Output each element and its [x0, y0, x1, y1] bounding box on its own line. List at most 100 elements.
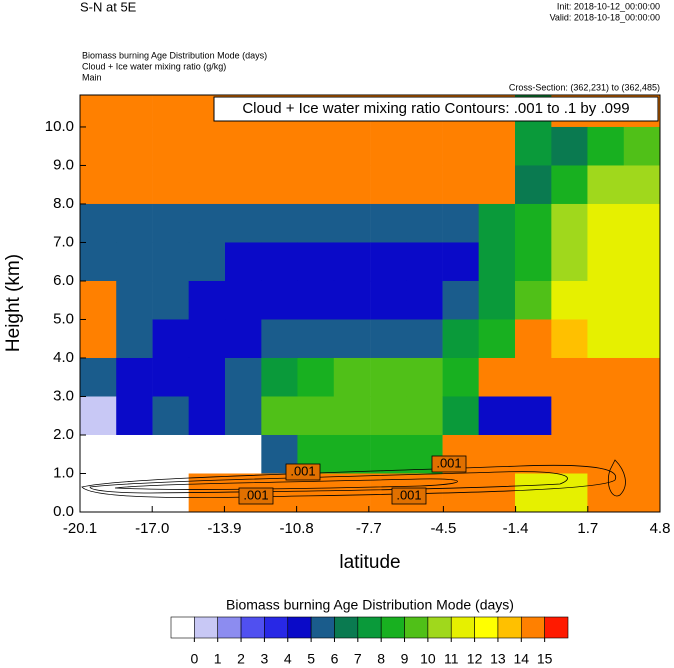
colorbar-box	[450, 616, 475, 639]
x-tick-label: -13.9	[207, 520, 241, 537]
field-cell	[515, 357, 552, 397]
y-tick-label: 6.0	[53, 272, 74, 289]
field-cell	[623, 280, 661, 320]
x-tick-label: 1.7	[577, 520, 598, 537]
contour-label-box	[431, 455, 467, 473]
field-cell	[225, 396, 262, 436]
field-cell	[623, 126, 661, 166]
y-tick-label: 3.0	[53, 387, 74, 404]
x-tick-label: -1.4	[503, 520, 529, 537]
field-cell	[152, 319, 190, 359]
field-cell	[188, 396, 226, 436]
field-cell	[152, 95, 190, 128]
y-tick-label: 1.0	[53, 464, 74, 481]
y-tick-label: 2.0	[53, 426, 74, 443]
colorbar-box	[520, 616, 545, 639]
field-cell	[515, 473, 552, 513]
colorbar-label: 13	[490, 651, 506, 667]
y-tick-label: 0.0	[53, 503, 74, 520]
colorbar-label: 6	[331, 651, 339, 667]
field-cell	[333, 242, 371, 282]
field-cell	[188, 357, 226, 397]
field-cell	[152, 203, 190, 243]
field-cell	[297, 357, 335, 397]
y-tick-label: 8.0	[53, 195, 74, 212]
valid-time: Valid: 2018-10-18_00:00:00	[550, 12, 660, 22]
field-cell	[587, 126, 625, 166]
field-cell	[80, 203, 117, 243]
colorbar-box	[287, 616, 312, 639]
field-cell	[515, 280, 552, 320]
field-cell	[478, 165, 516, 205]
field-cell	[587, 396, 625, 436]
x-tick-label: -17.0	[135, 520, 169, 537]
contour-label-box	[238, 487, 274, 505]
field-cell	[515, 242, 552, 282]
colorbar-box	[194, 616, 219, 639]
y-tick-label: 9.0	[53, 156, 74, 173]
field-cell	[478, 434, 516, 474]
field-cell	[515, 396, 552, 436]
field-cell	[152, 357, 190, 397]
field-cell	[188, 165, 226, 205]
colorbar: 0 1 2 3 4 5 6 7 8 9 10 11 12 13 14 15	[170, 616, 569, 667]
field-cell	[587, 165, 625, 205]
info-box	[213, 96, 659, 122]
chart-title: S-N at 5E	[80, 0, 137, 14]
field-cell	[261, 396, 298, 436]
field-cell	[297, 203, 335, 243]
x-tick-label: -10.8	[280, 520, 314, 537]
field-cell	[478, 357, 516, 397]
field-cell	[116, 126, 153, 166]
field-cell	[152, 434, 190, 474]
field-cell	[551, 357, 588, 397]
field-cell	[261, 280, 298, 320]
colorbar-label: 1	[214, 651, 222, 667]
colorbar-label: 2	[237, 651, 245, 667]
field-cell	[478, 319, 516, 359]
field-cell	[261, 357, 298, 397]
field-cell	[406, 357, 443, 397]
init-time: Init: 2018-10-12_00:00:00	[557, 1, 660, 11]
field-cell	[623, 319, 661, 359]
field-cell	[478, 242, 516, 282]
field-cell	[225, 203, 262, 243]
field-cell	[406, 242, 443, 282]
field-cell	[333, 396, 371, 436]
field-cell	[261, 126, 298, 166]
colorbar-box	[497, 616, 522, 639]
field-cell	[406, 165, 443, 205]
colorbar-title: Biomass burning Age Distribution Mode (d…	[226, 597, 514, 613]
field-cell	[587, 473, 625, 513]
field-cell	[80, 357, 117, 397]
field-cell	[587, 319, 625, 359]
field-cell	[623, 473, 661, 513]
contours	[81, 459, 626, 498]
colorbar-label: 14	[514, 651, 530, 667]
colorbar-box	[427, 616, 452, 639]
field-cell	[116, 242, 153, 282]
field-cell	[515, 126, 552, 166]
field-cell	[442, 357, 480, 397]
field-cell	[261, 203, 298, 243]
field-cell	[515, 165, 552, 205]
field-cell	[188, 280, 226, 320]
colorbar-label: 7	[354, 651, 362, 667]
field-cell	[623, 165, 661, 205]
contour-label-box	[285, 463, 321, 481]
field-cell	[333, 434, 371, 474]
field-cell	[623, 434, 661, 474]
field-cell	[80, 280, 117, 320]
field-cell	[515, 203, 552, 243]
field-cell	[551, 434, 588, 474]
colorbar-box	[357, 616, 382, 639]
colorbar-label: 5	[307, 651, 315, 667]
field-cell	[551, 242, 588, 282]
contour-label: .001	[436, 455, 461, 470]
field-cell	[551, 165, 588, 205]
field-cell	[442, 126, 480, 166]
field-cell	[152, 280, 190, 320]
field-cell	[370, 242, 407, 282]
field-cell	[297, 396, 335, 436]
y-axis-title: Height (km)	[3, 254, 24, 352]
